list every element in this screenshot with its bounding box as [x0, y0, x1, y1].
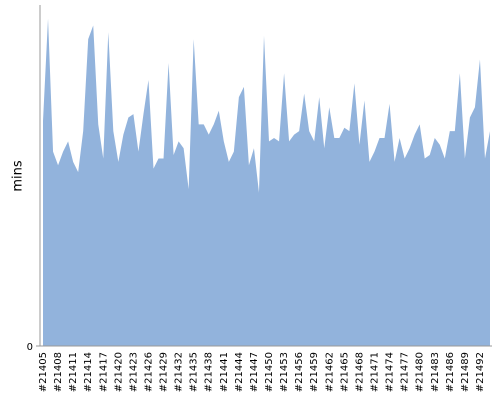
x-tick-label: #21456 [294, 352, 305, 392]
x-tick-label: #21432 [174, 352, 185, 392]
x-tick-label: #21459 [309, 352, 320, 392]
x-tick-label: #21414 [83, 352, 94, 392]
y-tick-label: 0 [27, 342, 33, 353]
x-tick-label: #21480 [415, 352, 426, 392]
x-tick-label: #21423 [128, 352, 139, 392]
y-axis-label: mins [11, 160, 26, 192]
x-tick-label: #21411 [68, 352, 79, 392]
x-tick-label: #21417 [98, 352, 109, 392]
x-tick-label: #21447 [249, 352, 260, 392]
x-tick-label: #21489 [460, 352, 471, 392]
x-tick-label: #21408 [53, 352, 64, 392]
x-tick-label: #21420 [113, 352, 124, 392]
x-tick-label: #21471 [369, 352, 380, 392]
x-tick-label: #21441 [219, 352, 230, 392]
x-tick-label: #21474 [385, 352, 396, 392]
x-tick-label: #21483 [430, 352, 441, 392]
x-tick-label: #21426 [143, 352, 154, 392]
x-tick-label: #21492 [475, 352, 486, 392]
area [43, 18, 490, 346]
x-tick-label: #21468 [354, 352, 365, 392]
x-tick-label: #21435 [189, 352, 200, 392]
x-tick-label: #21429 [159, 352, 170, 392]
x-tick-label: #21405 [38, 352, 49, 392]
x-tick-label: #21438 [204, 352, 215, 392]
x-tick-label: #21450 [264, 352, 275, 392]
x-tick-label: #21444 [234, 352, 245, 392]
x-tick-label: #21453 [279, 352, 290, 392]
x-tick-label: #21462 [324, 352, 335, 392]
x-tick-label: #21465 [339, 352, 350, 392]
x-tick-label: #21477 [400, 352, 411, 392]
x-tick-label: #21486 [445, 352, 456, 392]
